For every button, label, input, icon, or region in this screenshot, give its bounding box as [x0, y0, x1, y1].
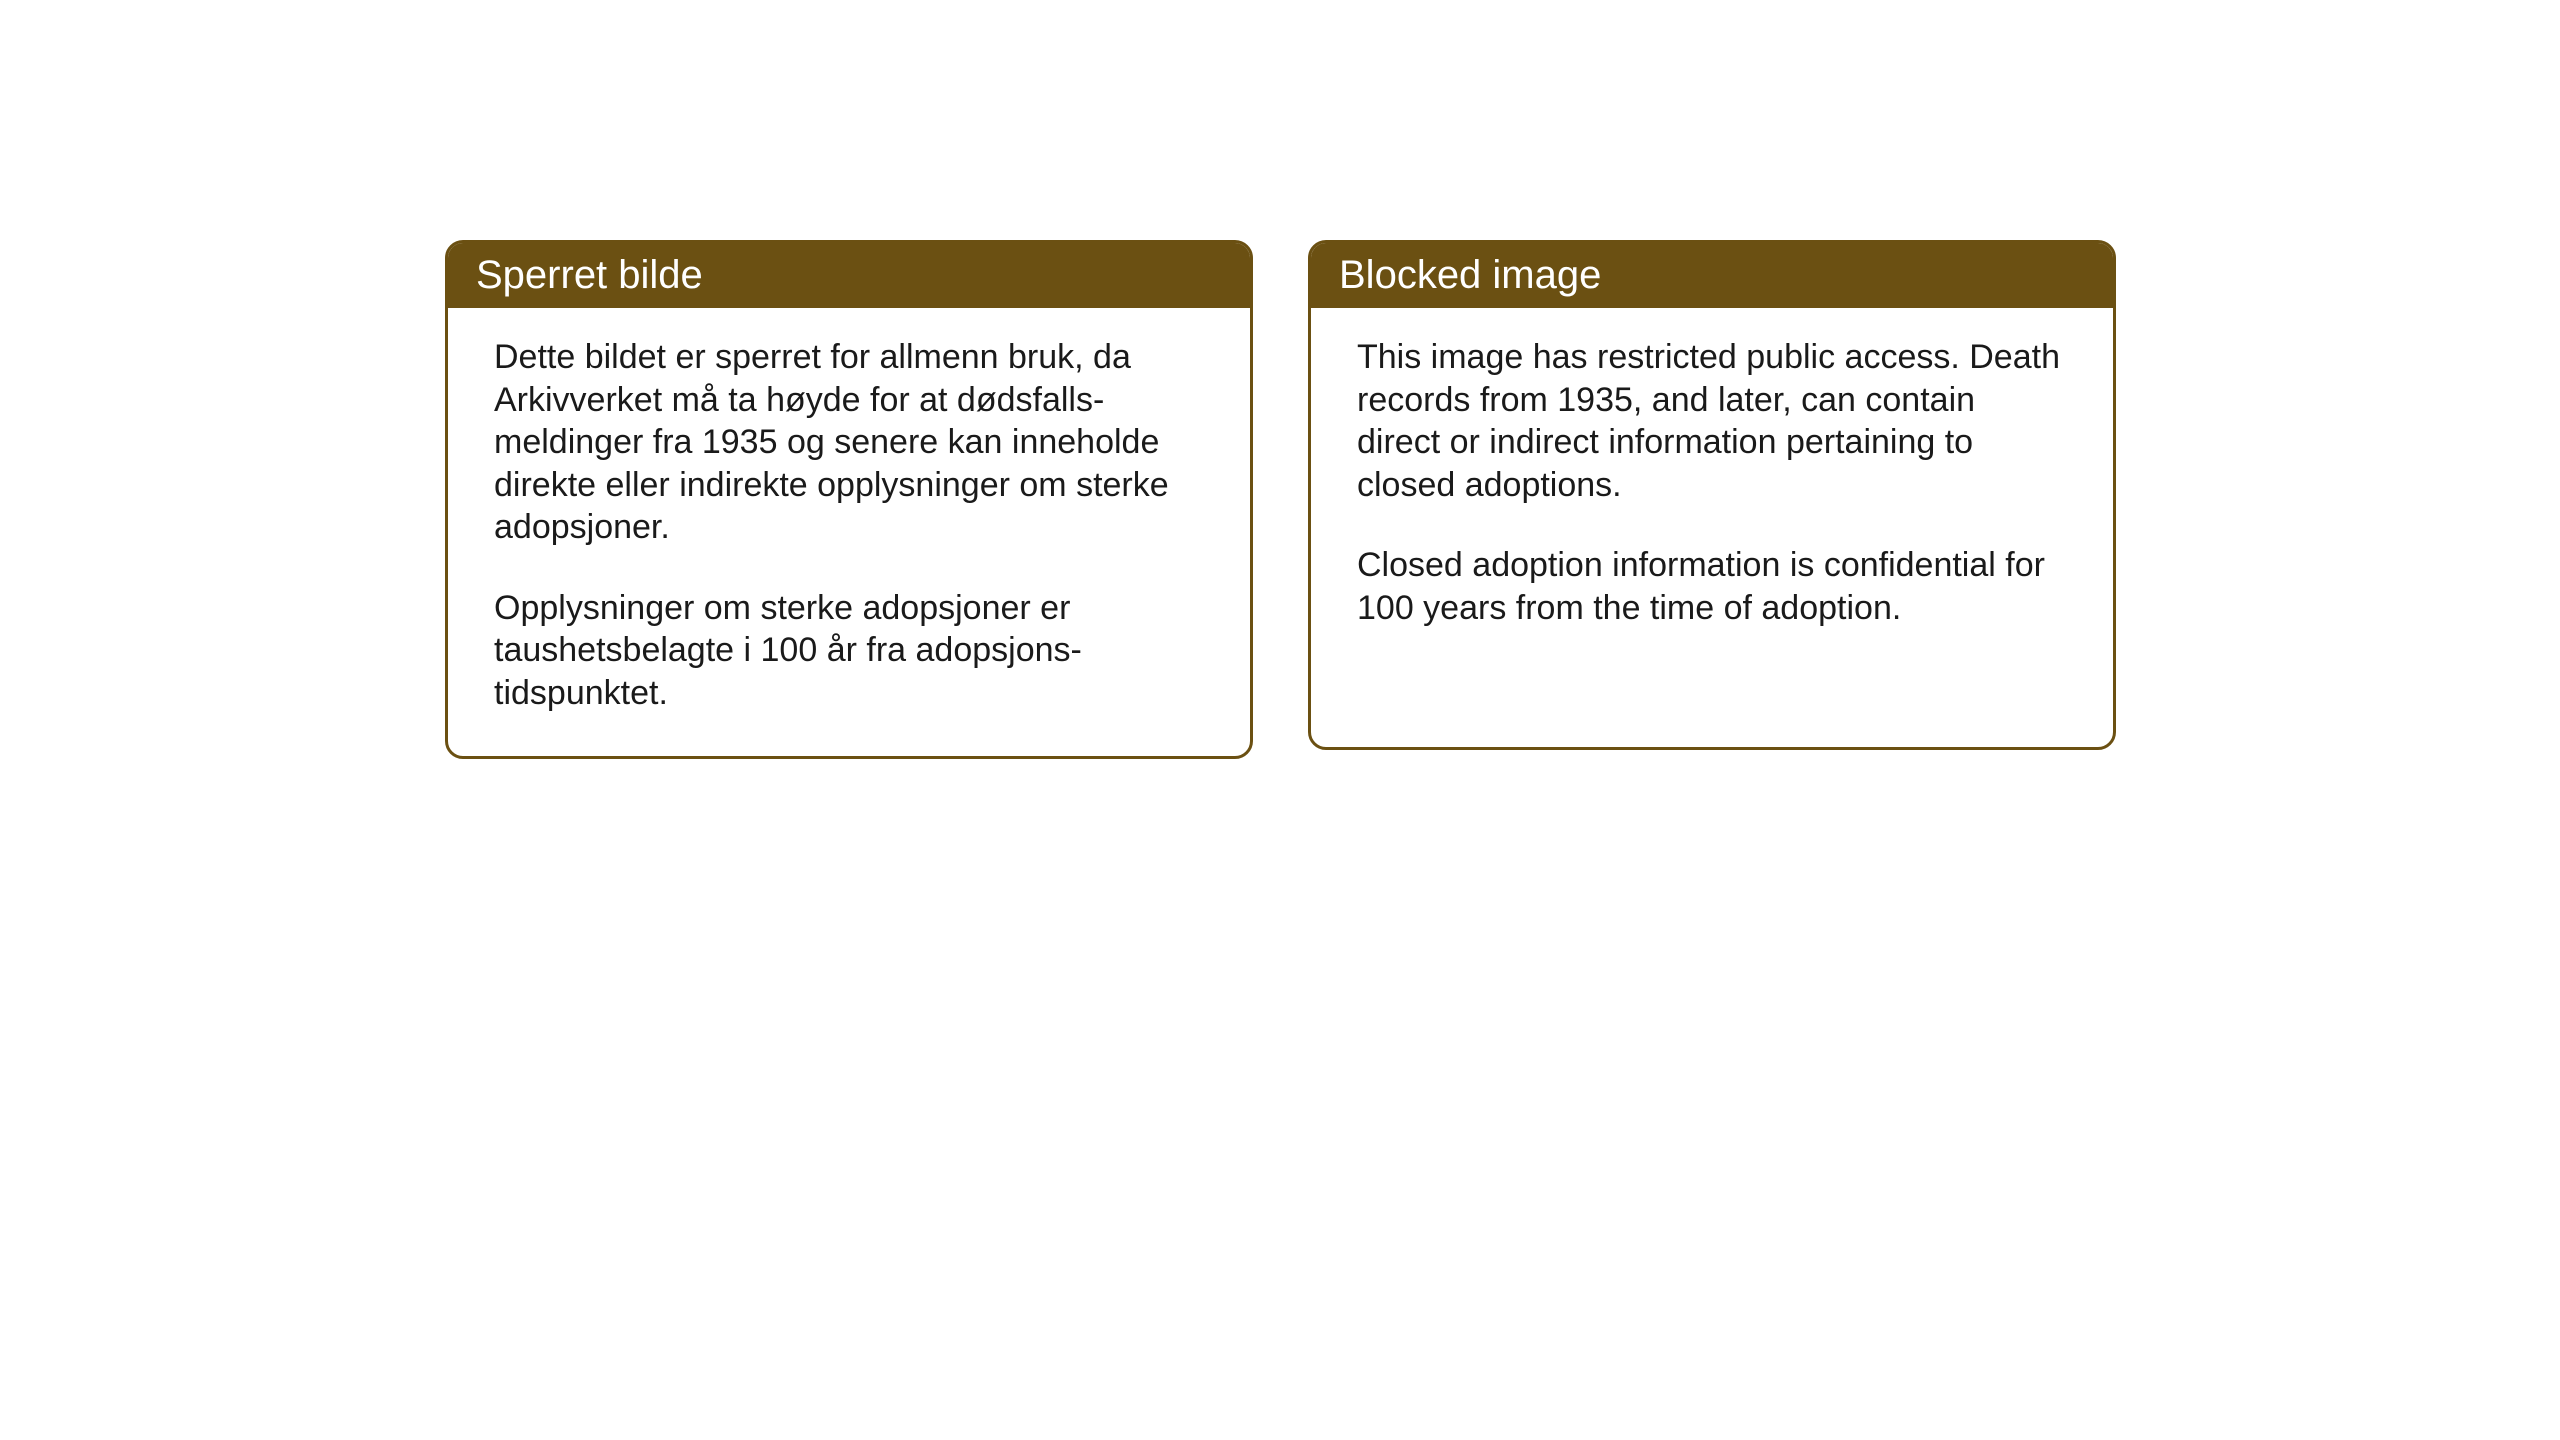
english-paragraph-2: Closed adoption information is confident…: [1357, 544, 2067, 629]
english-card-body: This image has restricted public access.…: [1311, 308, 2113, 671]
norwegian-paragraph-1: Dette bildet er sperret for allmenn bruk…: [494, 336, 1204, 549]
notice-cards-container: Sperret bilde Dette bildet er sperret fo…: [445, 240, 2116, 759]
norwegian-card-title: Sperret bilde: [448, 243, 1250, 308]
norwegian-card-body: Dette bildet er sperret for allmenn bruk…: [448, 308, 1250, 756]
english-notice-card: Blocked image This image has restricted …: [1308, 240, 2116, 750]
english-paragraph-1: This image has restricted public access.…: [1357, 336, 2067, 506]
norwegian-notice-card: Sperret bilde Dette bildet er sperret fo…: [445, 240, 1253, 759]
english-card-title: Blocked image: [1311, 243, 2113, 308]
norwegian-paragraph-2: Opplysninger om sterke adopsjoner er tau…: [494, 587, 1204, 715]
